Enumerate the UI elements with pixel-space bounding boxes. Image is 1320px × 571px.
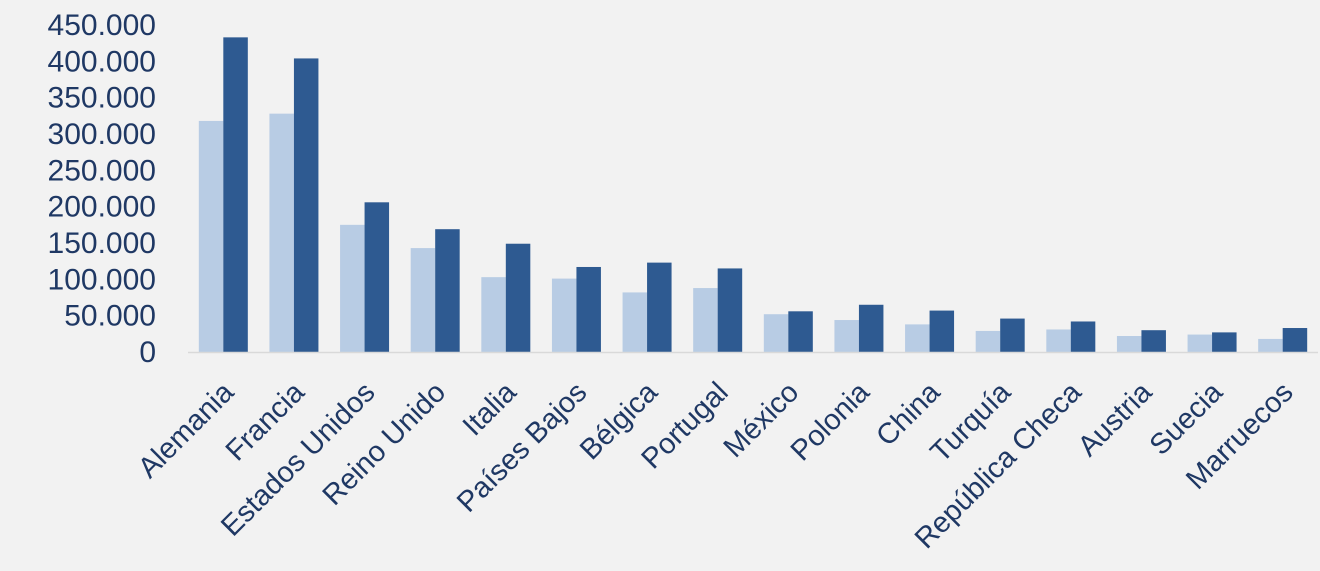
bar-series-1 — [1187, 334, 1213, 352]
x-tick-label: Alemania — [132, 376, 241, 485]
y-tick-label: 100.000 — [48, 263, 156, 296]
bar-series-2 — [1000, 318, 1025, 352]
bar-series-1 — [269, 113, 294, 352]
bar-series-2 — [223, 37, 248, 352]
bar-series-1 — [340, 224, 365, 352]
bar-series-2 — [1141, 330, 1166, 352]
y-tick-label: 350.000 — [48, 82, 156, 115]
y-tick-label: 450.000 — [48, 9, 156, 42]
bar-series-2 — [858, 304, 884, 352]
y-tick-label: 200.000 — [48, 191, 156, 224]
bar-series-2 — [435, 229, 460, 352]
bar-series-2 — [576, 266, 601, 352]
y-tick-label: 250.000 — [48, 154, 156, 187]
bar-series-1 — [834, 320, 859, 352]
bar-series-1 — [763, 314, 789, 352]
x-tick-label: Polonia — [785, 376, 877, 468]
bar-series-2 — [717, 268, 743, 352]
bar-series-1 — [1116, 336, 1142, 352]
bar-series-2 — [1212, 332, 1237, 352]
x-tick-label: Austria — [1072, 376, 1159, 463]
y-tick-label: 400.000 — [48, 45, 156, 78]
bar-series-1 — [198, 120, 224, 352]
y-tick-label: 150.000 — [48, 227, 156, 260]
bar-series-2 — [293, 58, 319, 352]
bar-series-1 — [481, 277, 506, 352]
bar-series-2 — [364, 202, 390, 352]
bar-series-1 — [551, 278, 577, 352]
bar-series-2 — [505, 243, 531, 352]
bar-series-1 — [410, 248, 436, 352]
bar-series-2 — [1070, 321, 1096, 352]
bar-series-1 — [1046, 329, 1071, 352]
bar-series-1 — [905, 324, 930, 352]
bar-series-1 — [975, 330, 1001, 352]
bar-series-1 — [693, 288, 718, 352]
bars — [198, 37, 1308, 352]
y-tick-label: 50.000 — [64, 300, 156, 333]
x-tick-label: Italia — [457, 376, 524, 443]
bar-series-2 — [1282, 328, 1308, 352]
bar-series-1 — [622, 292, 648, 352]
bar-series-1 — [1258, 338, 1283, 352]
bar-series-2 — [929, 310, 955, 352]
y-tick-label: 0 — [139, 336, 156, 369]
bar-series-2 — [788, 311, 813, 352]
y-tick-label: 300.000 — [48, 118, 156, 151]
bar-series-2 — [647, 262, 672, 352]
x-tick-label: Reino Unido — [317, 376, 452, 511]
x-tick-label: Países Bajos — [451, 376, 593, 518]
